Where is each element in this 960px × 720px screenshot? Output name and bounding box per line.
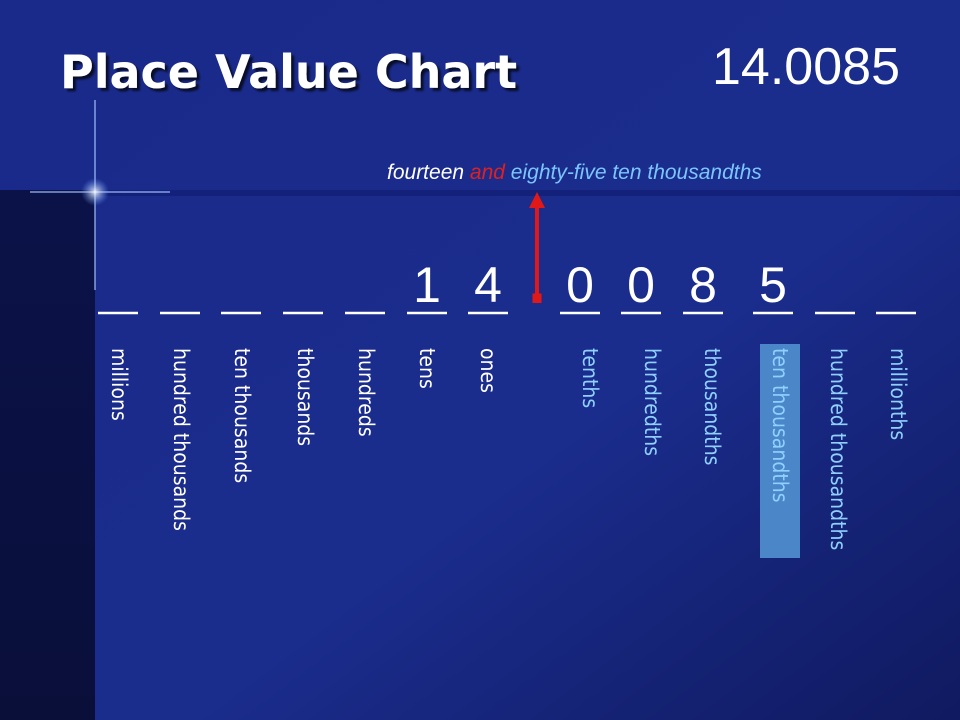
place-label: hundred thousandths <box>826 348 850 550</box>
number-in-words: fourteen and eighty-five ten thousandths <box>387 161 762 184</box>
place-label: hundredths <box>640 348 664 456</box>
title: Place Value Chart <box>60 45 517 99</box>
place-label: ten thousandths <box>768 348 792 503</box>
digit: 1 <box>413 257 441 313</box>
words-whole: fourteen <box>387 161 464 184</box>
place-label: tens <box>415 348 439 389</box>
place-label: thousandths <box>700 348 724 466</box>
place-label: millions <box>107 348 131 421</box>
band <box>95 190 960 196</box>
decimal-point: . <box>528 245 546 317</box>
words-fraction: eighty-five ten thousandths <box>511 161 762 184</box>
words-and: and <box>470 161 506 184</box>
place-label: hundred thousands <box>169 348 193 531</box>
number: 14.0085 <box>712 38 900 96</box>
digit: 0 <box>566 257 594 313</box>
place-label: hundreds <box>354 348 378 437</box>
place-label: tenths <box>578 348 602 408</box>
place-label: thousands <box>293 348 317 446</box>
highlight <box>760 344 800 558</box>
digit: 0 <box>627 257 655 313</box>
digit: 4 <box>474 257 502 313</box>
digit: 8 <box>689 257 717 313</box>
places: millions hundred thousands ten thousands th… <box>98 257 916 558</box>
digit: 5 <box>759 257 787 313</box>
left-strip <box>0 190 95 720</box>
place-label: millionths <box>886 348 910 440</box>
arrow <box>529 192 545 300</box>
sparkle <box>30 100 170 290</box>
place-label: ten thousands <box>230 348 254 483</box>
place-label: ones <box>476 348 500 393</box>
